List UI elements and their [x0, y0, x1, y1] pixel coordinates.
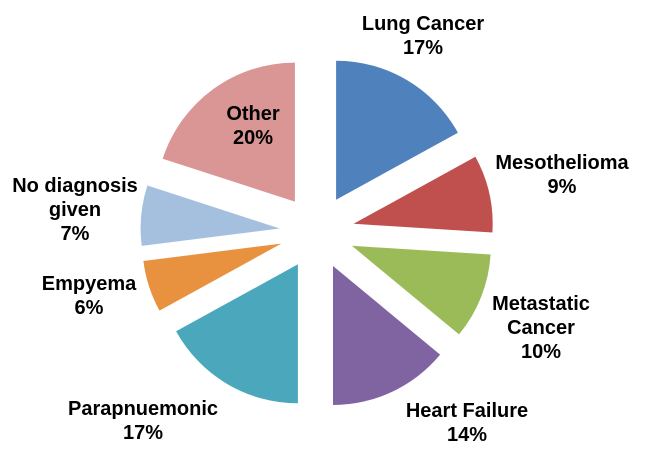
- slice-label-mesothelioma: Mesothelioma 9%: [495, 152, 629, 198]
- pie-slice-no-diagnosis-given: [140, 185, 280, 246]
- slice-label-lung-cancer: Lung Cancer 17%: [361, 13, 485, 59]
- slice-label-empyema: Empyema 6%: [41, 273, 137, 319]
- pie-slice-heart-failure: [333, 266, 441, 405]
- slice-label-parapnuemonic: Parapnuemonic 17%: [67, 398, 219, 444]
- pie-slice-empyema: [143, 243, 282, 311]
- slice-label-heart-failure: Heart Failure 14%: [405, 400, 529, 446]
- pie-slice-mesothelioma: [353, 156, 493, 233]
- slice-label-no-diagnosis-given: No diagnosis given 7%: [12, 175, 138, 245]
- slice-label-metastatic-cancer: Metastatic Cancer 10%: [492, 293, 590, 363]
- slice-label-other: Other 20%: [226, 103, 280, 149]
- pie-slice-parapnuemonic: [176, 264, 298, 404]
- pie-slice-other: [162, 62, 295, 202]
- pie-slice-lung-cancer: [336, 60, 458, 200]
- pie-slice-metastatic-cancer: [351, 245, 491, 335]
